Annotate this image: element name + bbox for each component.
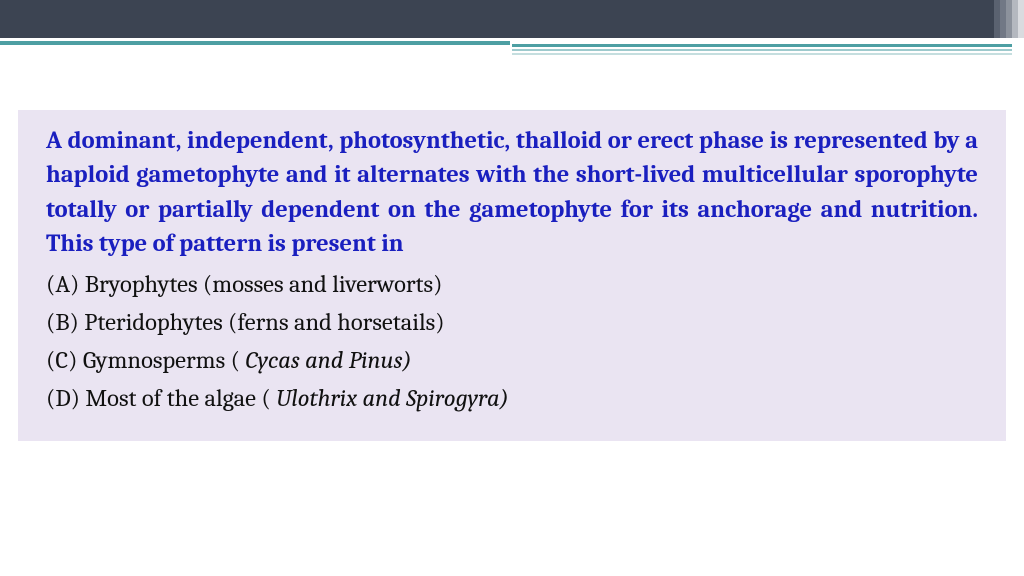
option-c-prefix: (C) (46, 347, 83, 375)
option-b-prefix: (B) (46, 309, 84, 337)
option-b: (B) Pteridophytes (ferns and horsetails) (46, 305, 978, 343)
divider-lines (0, 38, 1024, 58)
option-a: (A) Bryophytes (mosses and liverworts) (46, 267, 978, 305)
option-a-text: Bryophytes (mosses and liverworts) (85, 271, 443, 299)
option-c-italic: Cycas and Pinus) (245, 347, 411, 375)
option-c-text: Gymnosperms ( (83, 347, 240, 375)
option-a-prefix: (A) (46, 271, 85, 299)
question-text: A dominant, independent, photosynthetic,… (46, 124, 978, 261)
content-box: A dominant, independent, photosynthetic,… (18, 110, 1006, 441)
option-d-text: Most of the algae ( (85, 385, 270, 413)
option-c: (C) Gymnosperms ( Cycas and Pinus) (46, 343, 978, 381)
options-list: (A) Bryophytes (mosses and liverworts) (… (46, 267, 978, 419)
option-d: (D) Most of the algae ( Ulothrix and Spi… (46, 381, 978, 419)
option-b-text: Pteridophytes (ferns and horsetails) (84, 309, 444, 337)
header-edge-decoration (994, 0, 1024, 38)
slide: A dominant, independent, photosynthetic,… (0, 0, 1024, 576)
header-band (0, 0, 1024, 38)
option-d-prefix: (D) (46, 385, 85, 413)
option-d-italic: Ulothrix and Spirogyra) (276, 385, 509, 413)
